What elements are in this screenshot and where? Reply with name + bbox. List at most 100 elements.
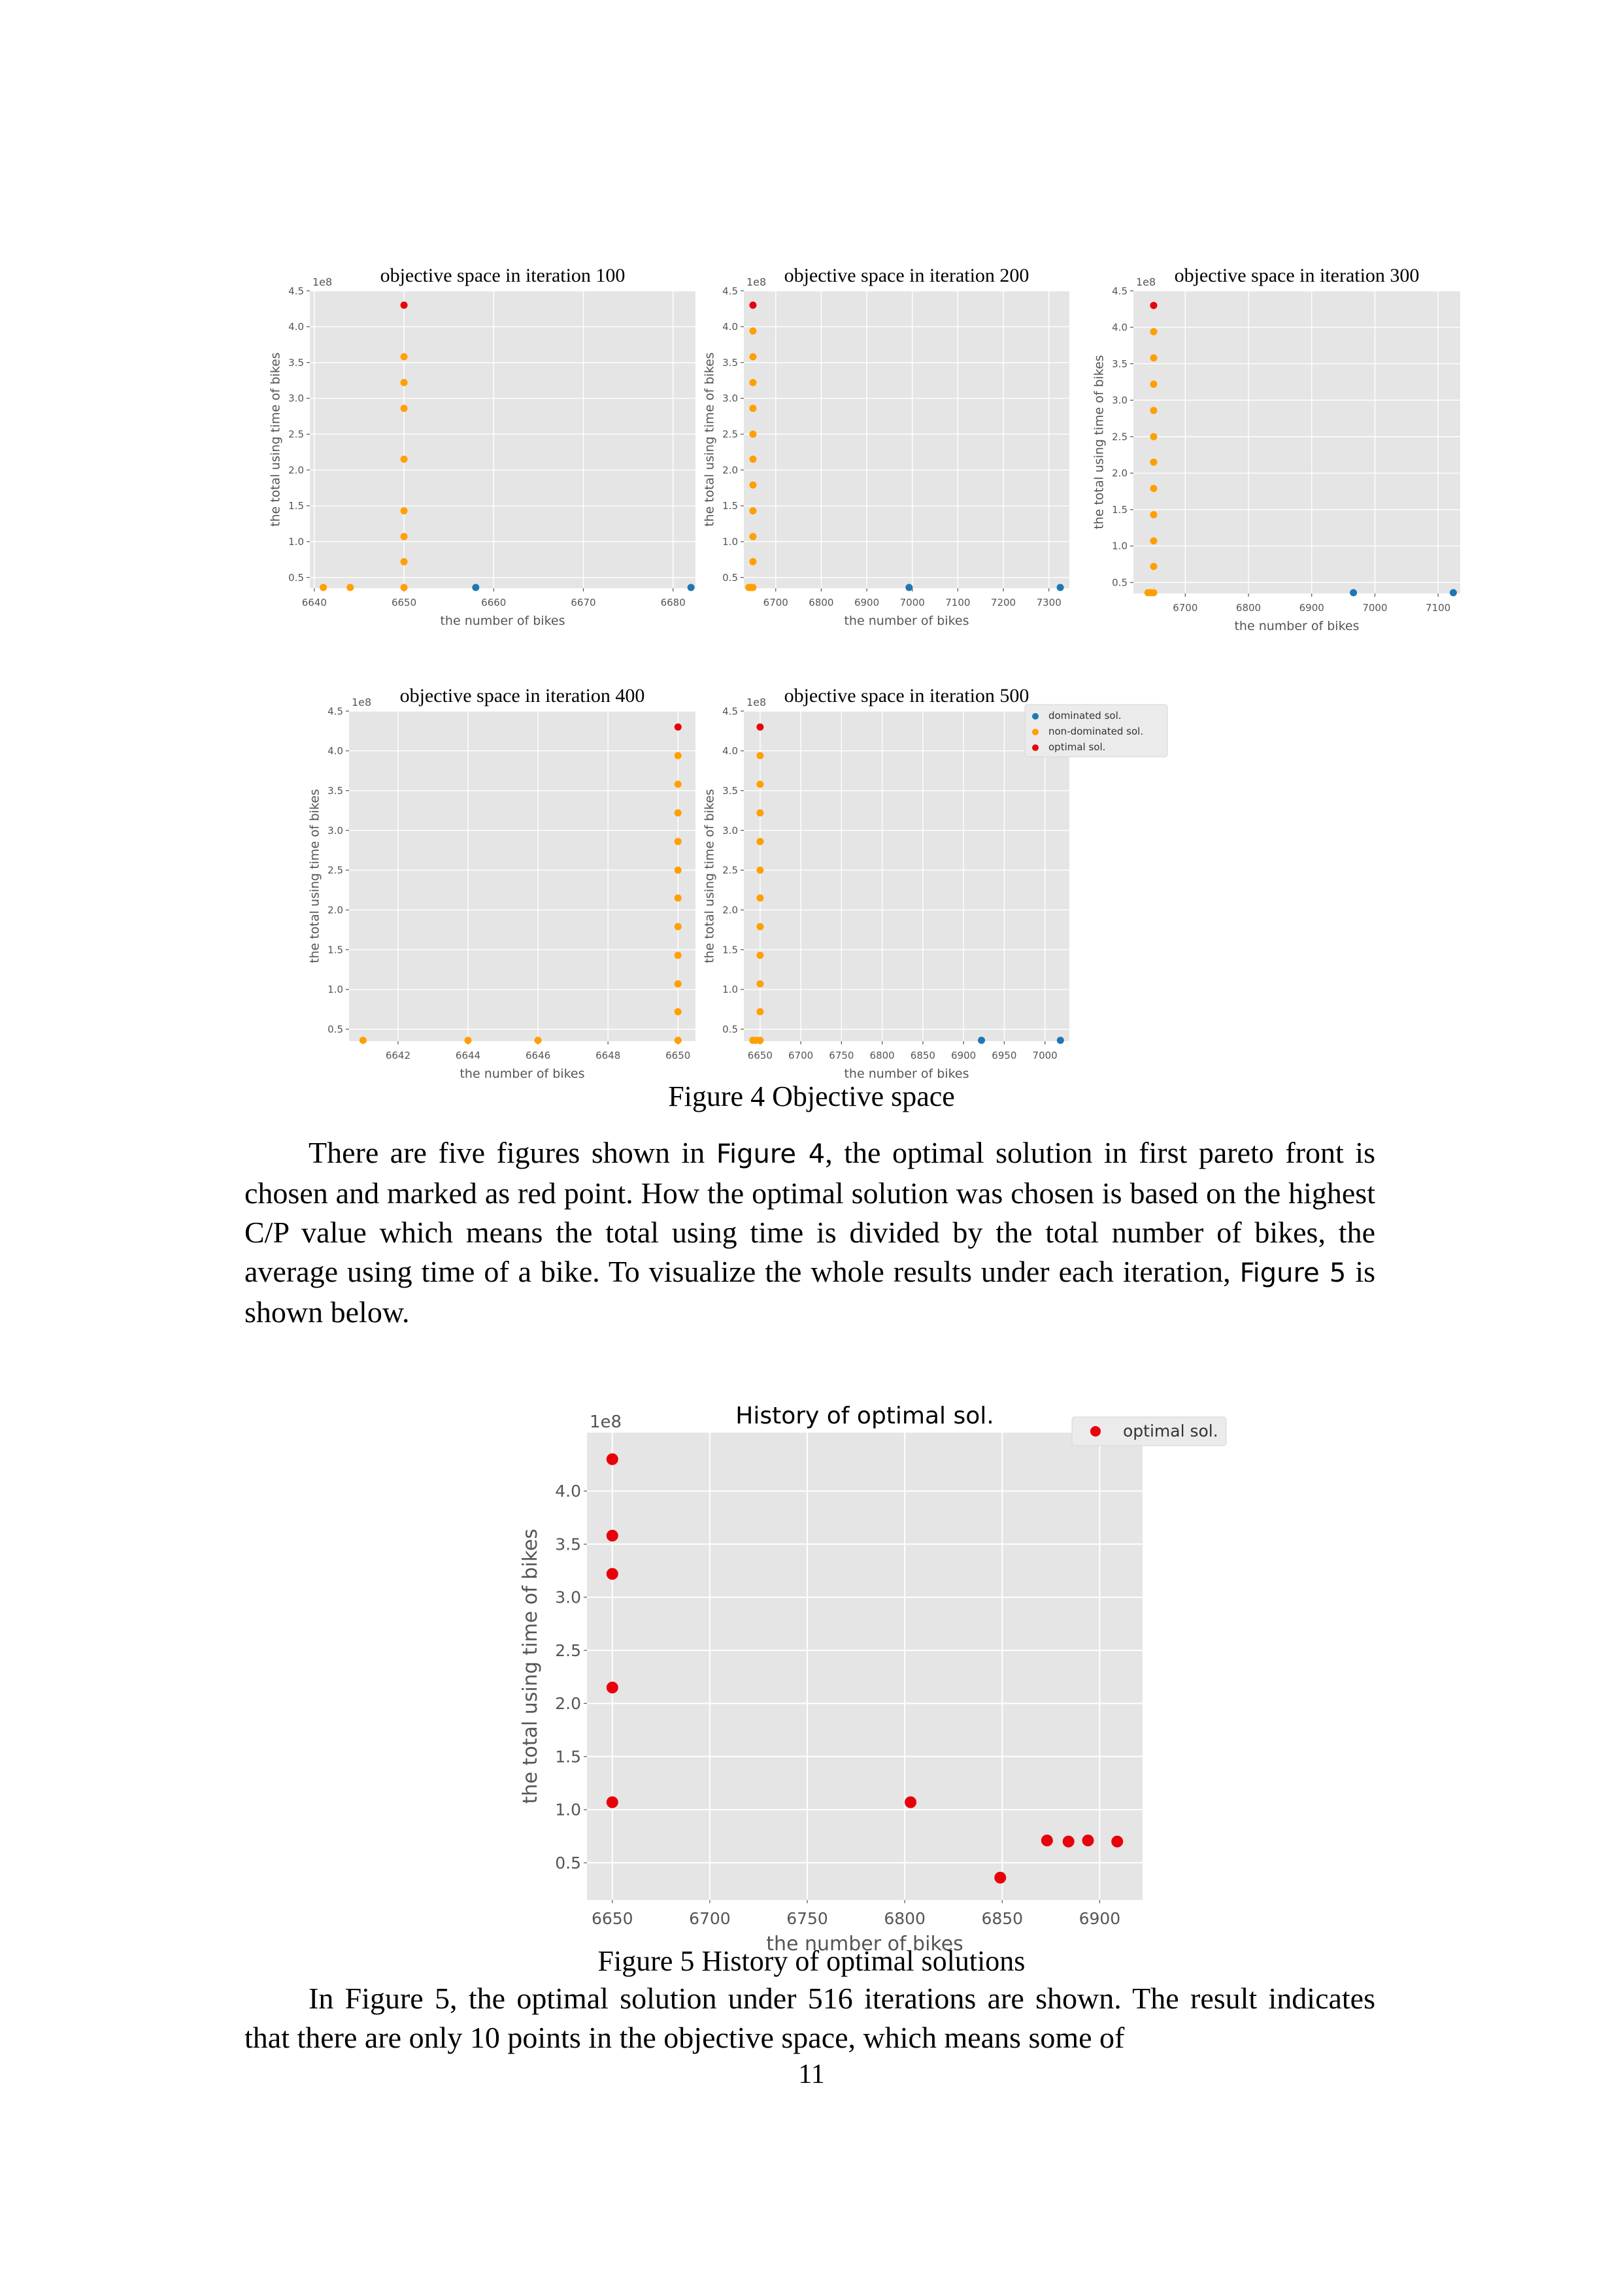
x-tick-label: 6700: [763, 597, 788, 608]
x-tick-label: 6900: [1079, 1909, 1121, 1928]
data-point: [756, 1008, 764, 1016]
data-point: [756, 866, 764, 874]
para1-text-b: , the optimal solution in first pareto f…: [244, 1136, 1375, 1288]
data-point: [756, 894, 764, 902]
subplot-iteration-200: 6700 6800 6900 7000 7100 7200 7300 0.5 1.0 1.5 2.0…: [694, 258, 1076, 641]
data-point: [1082, 1835, 1094, 1846]
data-point: [1150, 563, 1158, 571]
data-point: [749, 327, 757, 335]
y-axis-label: the total using time of bikes: [307, 789, 322, 963]
data-point: [464, 1037, 472, 1044]
data-point: [749, 584, 757, 591]
plot-area: [349, 711, 695, 1041]
x-tick-label: 6850: [911, 1050, 935, 1061]
data-point: [1150, 407, 1158, 414]
x-tick-label: 6650: [392, 597, 416, 608]
y-tick-label: 2.0: [722, 904, 738, 916]
data-point: [749, 557, 757, 565]
figure4-caption: Figure 4 Objective space: [668, 1080, 955, 1112]
data-point: [1449, 589, 1457, 597]
y-tick-label: 1.5: [555, 1747, 581, 1766]
data-point: [674, 923, 682, 931]
y-tick-label: 2.0: [722, 464, 738, 476]
y-tick-label: 1.5: [1112, 504, 1128, 516]
data-point: [674, 866, 682, 874]
data-point: [687, 584, 695, 591]
x-tick-label: 6660: [481, 597, 506, 608]
y-axis-label: the total using time of bikes: [1092, 355, 1106, 529]
data-point: [749, 301, 757, 309]
data-point: [534, 1037, 542, 1044]
y-tick-label: 3.0: [555, 1588, 581, 1607]
y-tick-label: 2.0: [1112, 467, 1128, 479]
y-tick-label: 3.5: [722, 357, 738, 369]
data-point: [749, 378, 757, 386]
y-multiplier: 1e8: [746, 696, 766, 708]
data-point: [1111, 1835, 1124, 1848]
data-point: [756, 980, 764, 988]
data-point: [346, 584, 354, 591]
x-tick-label: 6950: [992, 1050, 1016, 1061]
y-tick-label: 2.5: [722, 865, 738, 876]
y-tick-label: 4.0: [722, 321, 738, 333]
y-axis-label: the total using time of bikes: [519, 1529, 542, 1804]
data-point: [905, 584, 913, 591]
data-point: [400, 533, 408, 541]
data-point: [1350, 589, 1358, 597]
data-point: [674, 809, 682, 817]
x-tick-label: 6644: [456, 1050, 480, 1061]
data-point: [1150, 301, 1158, 309]
y-tick-label: 4.5: [288, 285, 304, 297]
y-tick-label: 3.0: [288, 393, 304, 405]
figure5-legend: optimal sol.: [1071, 1416, 1229, 1448]
y-tick-label: 2.5: [327, 865, 343, 876]
data-point: [1150, 354, 1158, 362]
x-tick-label: 6650: [592, 1909, 633, 1928]
y-axis-label: the total using time of bikes: [702, 352, 716, 527]
y-tick-label: 3.5: [1112, 358, 1128, 370]
history-plot: 6650 6700 6750 6800 6850 6900 0.5 1.0 1.5 2.0 2.5 3…: [509, 1387, 1149, 1968]
y-tick-label: 3.5: [722, 785, 738, 797]
data-point: [756, 838, 764, 846]
data-point: [400, 353, 408, 361]
y-tick-label: 2.0: [327, 904, 343, 916]
data-point: [400, 557, 408, 565]
y-tick-label: 2.5: [288, 429, 304, 441]
data-point: [1041, 1835, 1053, 1846]
data-point: [400, 405, 408, 412]
y-tick-label: 4.5: [722, 285, 738, 297]
para1-text-c: is shown below.: [244, 1255, 1376, 1329]
data-point: [606, 1568, 618, 1580]
x-tick-label: 6850: [981, 1909, 1023, 1928]
legend-nondominated-label: non-dominated sol.: [1048, 725, 1143, 737]
legend-frame: [1024, 704, 1168, 757]
y-tick-label: 0.5: [327, 1023, 343, 1035]
data-point: [756, 952, 764, 959]
figure4-legend: dominated sol. non-dominated sol. optima…: [1024, 704, 1169, 758]
x-tick-label: 7300: [1037, 597, 1062, 608]
y-tick-label: 4.0: [722, 745, 738, 757]
data-point: [674, 723, 682, 731]
x-tick-label: 6800: [1236, 602, 1261, 614]
legend-dominated-label: dominated sol.: [1048, 710, 1122, 722]
x-tick-label: 6900: [1299, 602, 1324, 614]
data-point: [359, 1037, 367, 1044]
x-tick-label: 6800: [870, 1050, 895, 1061]
x-tick-label: 7100: [945, 597, 970, 608]
chart-title: objective space in iteration 500: [784, 685, 1029, 707]
data-point: [756, 752, 764, 759]
data-point: [1150, 327, 1158, 335]
legend-optimal-label: optimal sol.: [1048, 741, 1105, 753]
x-tick-label: 6670: [571, 597, 595, 608]
legend-optimal-label: optimal sol.: [1123, 1422, 1218, 1440]
data-point: [749, 430, 757, 438]
data-point: [749, 456, 757, 463]
data-point: [749, 481, 757, 489]
x-tick-label: 7100: [1426, 602, 1450, 614]
data-point: [674, 780, 682, 788]
legend-nondominated-marker: [1032, 729, 1039, 735]
y-tick-label: 1.5: [722, 500, 738, 512]
para1-text-a: There are five figures shown in: [309, 1136, 716, 1169]
x-tick-label: 6646: [526, 1050, 550, 1061]
legend-dominated-marker: [1032, 713, 1039, 720]
